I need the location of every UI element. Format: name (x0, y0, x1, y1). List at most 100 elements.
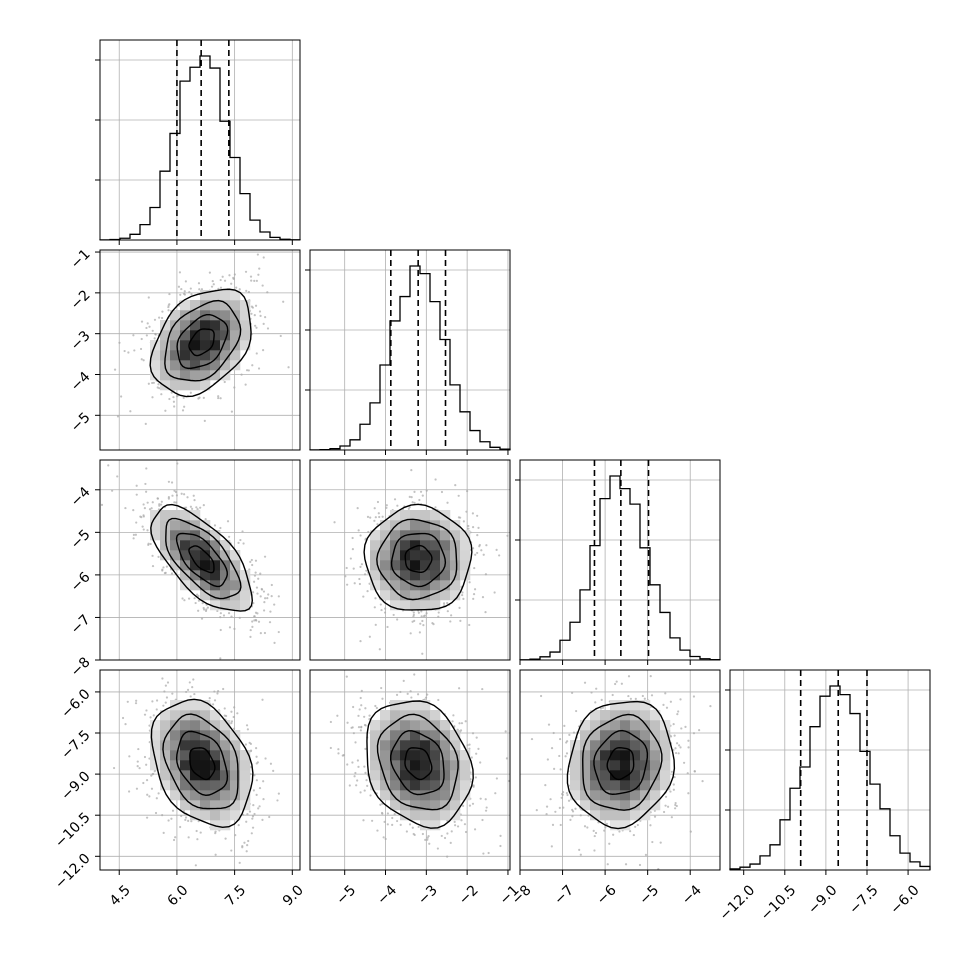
scatter-point (359, 791, 362, 794)
scatter-point (379, 603, 382, 606)
scatter-point (204, 517, 207, 521)
density-cell (640, 750, 651, 761)
density-cell (610, 760, 621, 771)
scatter-point (400, 666, 402, 668)
scatter-point (200, 617, 204, 620)
contour-level (175, 532, 228, 588)
histogram-step (309, 265, 511, 451)
scatter-point (135, 493, 138, 496)
density-cell (640, 720, 651, 731)
scatter-point (161, 310, 164, 313)
scatter-point (386, 625, 389, 629)
density-cell (380, 770, 391, 781)
scatter-point (686, 772, 689, 775)
density-cell (160, 780, 171, 791)
scatter-point (214, 853, 217, 856)
scatter-point (261, 348, 265, 352)
scatter-point (475, 736, 478, 739)
scatter-point (434, 478, 437, 481)
scatter-point (223, 279, 227, 282)
x-tick-label: −3 (415, 882, 441, 908)
scatter-point (364, 747, 367, 750)
scatter-point (133, 349, 136, 352)
density-cell (210, 330, 221, 341)
density-cell (430, 530, 441, 541)
density-cell (430, 600, 441, 611)
density-cell (410, 780, 421, 791)
density-cell (370, 560, 381, 571)
scatter-point (145, 709, 148, 712)
scatter-point (454, 824, 457, 827)
density-cell (180, 380, 191, 391)
scatter-point (197, 609, 200, 612)
scatter-point (629, 697, 632, 700)
density-cell (230, 560, 241, 571)
density-cell (420, 530, 431, 541)
density-cell (200, 550, 211, 561)
density-cell (390, 590, 401, 601)
scatter-point (468, 804, 472, 807)
contour-level (175, 730, 229, 797)
scatter-point (364, 724, 367, 727)
scatter-point (228, 535, 231, 538)
density-cell (370, 720, 381, 731)
scatter-point (126, 700, 129, 703)
density-cell (390, 550, 401, 561)
histogram-panel-1 (305, 249, 511, 451)
scatter-point (395, 819, 399, 823)
scatter-point (561, 793, 564, 796)
density-cell (210, 770, 221, 781)
scatter-point (137, 747, 140, 751)
scatter-point (687, 739, 690, 742)
scatter-point (408, 823, 412, 826)
density-cell (390, 700, 401, 711)
scatter-point (222, 614, 226, 617)
scatter-point (670, 770, 673, 773)
scatter-point (202, 504, 205, 507)
density-cell (170, 320, 181, 331)
scatter-point (559, 768, 562, 771)
scatter-point (172, 649, 174, 651)
scatter-point (550, 845, 553, 848)
density-cell (200, 350, 211, 361)
density-cell (430, 560, 441, 571)
scatter-point (674, 801, 677, 805)
scatter-point (241, 530, 244, 533)
density-cell (170, 540, 181, 551)
scatter-point (173, 405, 176, 408)
density-cell (610, 750, 621, 761)
scatter-point (451, 720, 454, 723)
scatter-point (567, 799, 571, 802)
density-cell (660, 730, 671, 741)
scatter-point (636, 823, 639, 827)
density-cell (210, 730, 221, 741)
density-cell (390, 790, 401, 801)
scatter-point (187, 597, 191, 600)
scatter-point (457, 516, 461, 519)
density-cell (150, 760, 161, 771)
scatter-point (155, 708, 158, 711)
density-cell (610, 730, 621, 741)
scatter-point (427, 835, 430, 838)
density-cell (370, 730, 381, 741)
density-cell (220, 590, 231, 601)
scatter-point (413, 490, 416, 493)
density-cell (230, 730, 241, 741)
density-cell (230, 810, 241, 821)
scatter-point (346, 583, 349, 586)
density-cell (180, 370, 191, 381)
scatter-point (579, 853, 582, 856)
density-cell (620, 810, 631, 821)
density-cell (190, 300, 201, 311)
scatter-point (154, 332, 157, 336)
scatter-point (145, 326, 148, 330)
density-cell (210, 780, 221, 791)
density-cell (220, 810, 231, 821)
scatter-point (245, 820, 248, 823)
scatter-point (238, 861, 241, 864)
scatter-point (151, 381, 154, 385)
scatter-point (132, 334, 135, 337)
scatter-point (422, 615, 425, 618)
scatter-point (386, 823, 389, 826)
density-cell (430, 750, 441, 761)
